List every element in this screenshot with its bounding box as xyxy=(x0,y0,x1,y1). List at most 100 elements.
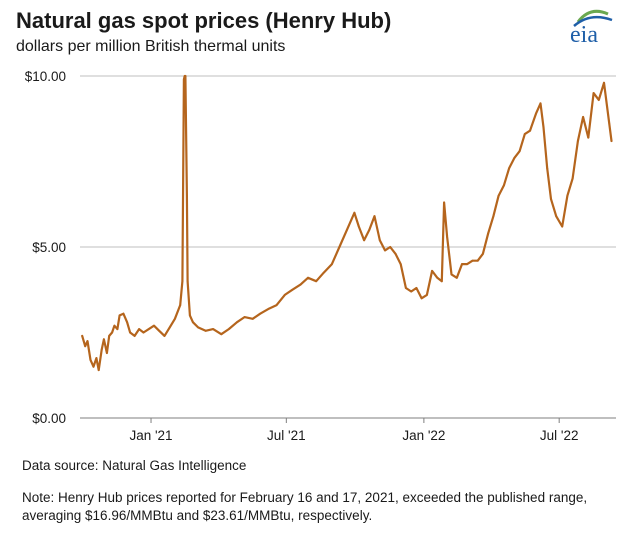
data-point xyxy=(108,335,111,337)
series-layer xyxy=(81,74,613,372)
x-tick-label: Jan '22 xyxy=(402,428,445,443)
x-tick-label: Jan '21 xyxy=(129,428,172,443)
data-point xyxy=(368,229,371,231)
data-point xyxy=(542,126,545,129)
data-point xyxy=(389,246,392,248)
data-point xyxy=(582,116,584,118)
data-point xyxy=(466,263,469,265)
data-point xyxy=(440,280,443,283)
data-point xyxy=(405,287,407,289)
data-point xyxy=(529,129,531,132)
eia-logo-text: eia xyxy=(570,22,598,48)
data-point xyxy=(331,263,333,265)
series-line xyxy=(81,74,613,372)
eia-logo-arc-green xyxy=(576,9,609,23)
data-point xyxy=(174,317,176,320)
eia-logo: eia xyxy=(570,9,613,48)
data-point xyxy=(338,246,341,248)
price-line-chart: $0.00 $5.00 $10.00 Jan '21 Jul '21 Jan '22 Jul… xyxy=(25,69,616,443)
data-point xyxy=(603,81,605,84)
data-point xyxy=(426,294,428,296)
data-point xyxy=(251,317,254,320)
data-point xyxy=(163,335,166,337)
data-point xyxy=(523,133,526,135)
data-point xyxy=(384,249,386,252)
chart-subtitle: dollars per million British thermal unit… xyxy=(16,38,286,55)
x-tick-label: Jul '22 xyxy=(540,428,579,443)
data-point xyxy=(275,304,278,306)
data-point xyxy=(378,239,381,242)
data-point xyxy=(268,307,270,310)
data-point xyxy=(461,263,463,265)
data-point xyxy=(184,75,187,77)
axes: $0.00 $5.00 $10.00 Jan '21 Jul '21 Jan '22 Jul… xyxy=(25,69,616,443)
data-point xyxy=(315,280,318,283)
data-point xyxy=(220,333,223,336)
y-tick-label: $0.00 xyxy=(32,411,66,426)
data-point xyxy=(450,273,453,276)
data-point xyxy=(204,329,207,332)
data-point xyxy=(129,331,132,334)
data-point xyxy=(497,194,500,197)
data-point xyxy=(446,235,448,238)
data-point xyxy=(518,150,521,153)
data-point xyxy=(610,140,613,142)
data-point xyxy=(142,331,145,334)
data-point xyxy=(192,321,194,324)
data-point xyxy=(399,263,402,265)
data-point xyxy=(189,314,191,317)
data-point xyxy=(168,326,171,329)
data-point xyxy=(410,290,413,293)
data-point xyxy=(227,328,230,330)
x-tick-label: Jul '21 xyxy=(267,428,306,443)
data-point xyxy=(138,328,141,330)
data-point xyxy=(322,271,325,274)
data-point xyxy=(186,194,188,197)
data-point xyxy=(503,184,505,187)
data-point xyxy=(471,259,474,262)
chart-title: Natural gas spot prices (Henry Hub) xyxy=(16,8,392,33)
data-point xyxy=(577,140,579,142)
data-point xyxy=(89,359,92,361)
data-point xyxy=(346,229,348,231)
data-point xyxy=(357,225,360,228)
data-point xyxy=(183,78,185,81)
data-point xyxy=(550,198,552,201)
gridlines xyxy=(80,75,616,248)
data-point xyxy=(133,335,136,337)
data-point xyxy=(508,167,510,170)
data-point xyxy=(212,328,215,330)
data-point xyxy=(299,283,302,286)
data-point xyxy=(546,167,549,170)
data-point xyxy=(415,287,418,289)
data-point xyxy=(283,294,286,296)
data-point xyxy=(259,312,262,315)
data-point xyxy=(363,239,365,242)
data-point xyxy=(97,369,100,371)
data-point xyxy=(353,211,356,214)
data-point xyxy=(118,314,121,317)
data-point xyxy=(100,348,103,351)
data-point xyxy=(243,316,246,318)
data-point xyxy=(443,201,445,204)
data-point xyxy=(81,335,84,337)
data-point xyxy=(116,328,119,330)
y-tick-label: $10.00 xyxy=(25,69,66,84)
data-point xyxy=(153,324,155,327)
data-point xyxy=(158,329,161,332)
data-point xyxy=(555,215,558,218)
data-point xyxy=(492,215,495,218)
data-point xyxy=(179,304,182,306)
data-point xyxy=(86,340,89,342)
data-point xyxy=(291,288,294,291)
data-point xyxy=(535,112,537,115)
data-point xyxy=(566,194,569,197)
data-point xyxy=(587,136,590,139)
data-point xyxy=(103,338,105,341)
data-point xyxy=(420,297,423,300)
data-point xyxy=(571,177,574,180)
data-point xyxy=(122,312,125,315)
data-point xyxy=(561,225,564,228)
eia-logo-arc-blue xyxy=(573,15,613,27)
data-point xyxy=(482,252,484,255)
